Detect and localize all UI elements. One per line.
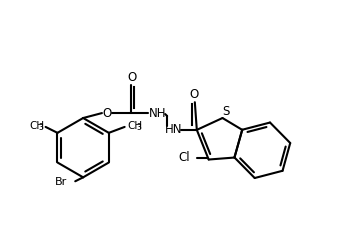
Text: NH: NH [148,107,166,120]
Text: 3: 3 [39,123,44,132]
Text: O: O [102,107,112,120]
Text: S: S [222,105,229,118]
Text: CH: CH [127,121,143,131]
Text: O: O [127,71,136,84]
Text: CH: CH [30,121,45,131]
Text: O: O [189,88,199,101]
Text: HN: HN [165,123,183,136]
Text: Br: Br [55,177,68,187]
Text: Cl: Cl [178,151,190,164]
Text: 3: 3 [136,123,142,132]
